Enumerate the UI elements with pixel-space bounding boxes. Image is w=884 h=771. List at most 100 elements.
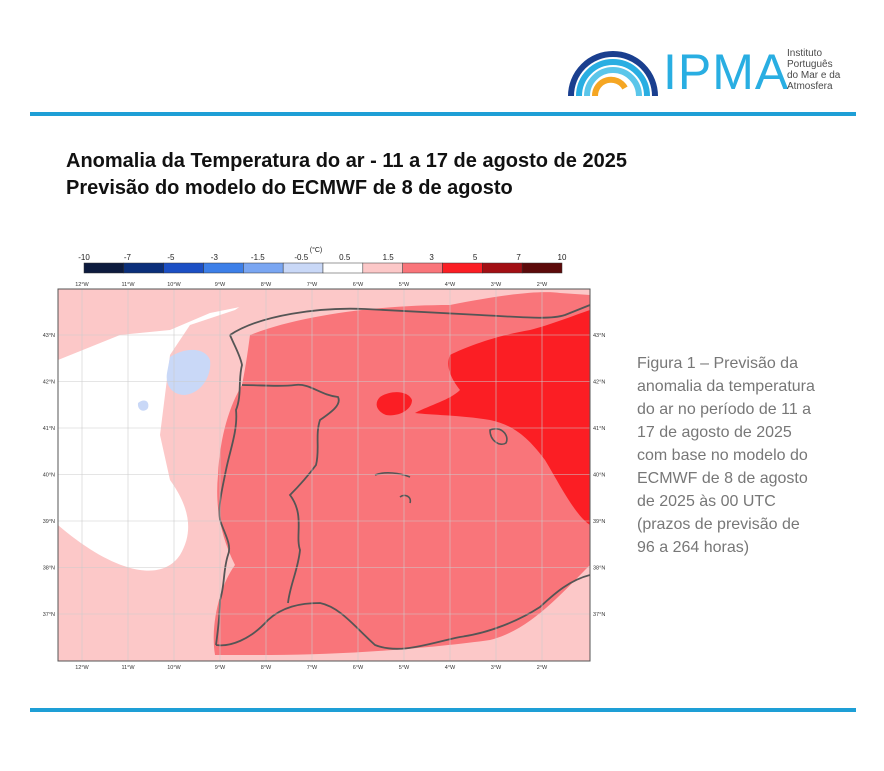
lon-label: 7°W: [307, 665, 318, 670]
logo-wordmark: IPMA: [663, 44, 790, 100]
colorbar-segment: [521, 262, 563, 274]
lon-label: 9°W: [215, 665, 226, 670]
colorbar-segment: [482, 262, 523, 274]
lat-label: 39°N: [593, 519, 605, 525]
colorbar-segment: [442, 262, 483, 274]
map-gridlines: [58, 289, 590, 661]
colorbar-tick-label: -1.5: [251, 253, 265, 262]
colorbar-tick-label: -10: [78, 253, 90, 262]
map-frame: [57, 288, 591, 662]
lon-label: 2°W: [537, 665, 548, 670]
colorbar-segment: [163, 262, 204, 274]
logo-subtitle-line: Atmosfera: [787, 81, 833, 92]
caption-line: 96 a 264 horas): [637, 539, 750, 556]
lat-label: 40°N: [43, 473, 55, 479]
lat-label: 41°N: [593, 426, 605, 432]
anomaly-zone-light-north: [58, 289, 270, 360]
south-coastline: [215, 574, 590, 650]
anomaly-zone-negative-small: [137, 400, 149, 411]
lat-label: 38°N: [593, 566, 605, 572]
colorbar-segment: [203, 262, 244, 274]
lon-label: 8°W: [261, 282, 272, 288]
lon-label: 3°W: [491, 665, 502, 670]
caption-line: anomalia da temperatura: [637, 378, 815, 395]
lon-label: 4°W: [445, 665, 456, 670]
north-coastline: [229, 304, 590, 336]
colorbar-tick-label: 7: [516, 253, 521, 262]
anomaly-zone-strong: [415, 310, 590, 525]
lon-label: 9°W: [215, 282, 226, 288]
lon-label: 11°W: [121, 665, 135, 670]
colorbar-segment: [83, 262, 125, 274]
lon-label: 7°W: [307, 282, 318, 288]
colorbar-segment: [243, 262, 284, 274]
logo-subtitle-line: Instituto: [787, 48, 823, 59]
logo-subtitle-line: Português: [787, 59, 833, 70]
lat-label: 37°N: [593, 612, 605, 618]
lat-label: 41°N: [43, 426, 55, 432]
colorbar-tick-label: 0.5: [339, 253, 351, 262]
lat-label: 42°N: [43, 380, 55, 386]
lon-label: 6°W: [353, 282, 364, 288]
lon-label: 10°W: [167, 665, 181, 670]
colorbar-tick-label: -0.5: [294, 253, 308, 262]
colorbar-tick-label: 10: [558, 253, 567, 262]
west-coastline: [215, 334, 243, 646]
lat-label: 40°N: [593, 473, 605, 479]
bottom-divider: [30, 708, 856, 712]
title-line-2: Previsão do modelo do ECMWF de 8 de agos…: [66, 177, 513, 199]
lon-label: 11°W: [121, 282, 135, 288]
caption-line: Figura 1 – Previsão da: [637, 355, 798, 372]
lon-label: 8°W: [261, 665, 272, 670]
lon-label: 6°W: [353, 665, 364, 670]
lat-labels-right: 43°N 42°N 41°N 40°N 39°N 38°N 37°N: [593, 333, 605, 618]
anomaly-map-figure: -10 -7 -5 -3 -1.5 -0.5 0.5 1.5 3 5 7 10 (°C): [20, 235, 620, 671]
colorbar: -10 -7 -5 -3 -1.5 -0.5 0.5 1.5 3 5 7 10: [78, 253, 567, 274]
figure-caption: Figura 1 – Previsão da anomalia da tempe…: [637, 352, 862, 559]
lon-label: 12°W: [75, 665, 89, 670]
portugal-spain-border: [241, 383, 340, 604]
colorbar-segment: [362, 262, 403, 274]
lat-label: 39°N: [43, 519, 55, 525]
top-divider: [30, 112, 856, 116]
colorbar-tick-label: -7: [124, 253, 132, 262]
page-title: Anomalia da Temperatura do ar - 11 a 17 …: [66, 148, 627, 202]
caption-line: com base no modelo do: [637, 447, 808, 464]
lat-label: 37°N: [43, 612, 55, 618]
colorbar-segment: [282, 262, 324, 274]
lat-label: 43°N: [593, 333, 605, 339]
title-line-1: Anomalia da Temperatura do ar - 11 a 17 …: [66, 150, 627, 172]
lat-labels-left: 43°N 42°N 41°N 40°N 39°N 38°N 37°N: [43, 333, 55, 618]
lon-label: 2°W: [537, 282, 548, 288]
anomaly-zone-negative: [166, 349, 211, 395]
ipma-logo-arcs-icon: [568, 51, 658, 97]
colorbar-tick-label: 1.5: [383, 253, 395, 262]
anomaly-zone-strong-spot: [376, 392, 412, 416]
colorbar-tick-label: 5: [473, 253, 478, 262]
lon-label: 3°W: [491, 282, 502, 288]
lat-label: 43°N: [43, 333, 55, 339]
lon-label: 10°W: [167, 282, 181, 288]
colorbar-segment: [322, 262, 364, 274]
caption-line: de 2025 às 00 UTC: [637, 493, 776, 510]
lon-label: 4°W: [445, 282, 456, 288]
anomaly-map: -10 -7 -5 -3 -1.5 -0.5 0.5 1.5 3 5 7 10 (°C): [43, 246, 606, 671]
inland-water-bodies: [374, 427, 508, 504]
caption-line: (prazos de previsão de: [637, 516, 800, 533]
lon-labels-top: 12°W 11°W 10°W 9°W 8°W 7°W 6°W 5°W 4°W 3°W 2°W: [75, 282, 548, 288]
colorbar-tick-label: -3: [211, 253, 219, 262]
lon-label: 5°W: [399, 282, 410, 288]
colorbar-tick-label: -5: [167, 253, 175, 262]
lon-label: 12°W: [75, 282, 89, 288]
logo-subtitle-line: do Mar e da: [787, 70, 841, 81]
colorbar-tick-label: 3: [429, 253, 434, 262]
logo-subtitle: Instituto Português do Mar e da Atmosfer…: [787, 48, 857, 92]
ipma-logo: IPMA Instituto Português do Mar e da Atm…: [565, 44, 855, 104]
caption-line: do ar no período de 11 a: [637, 401, 812, 418]
colorbar-segment: [402, 262, 443, 274]
caption-line: ECMWF de 8 de agosto: [637, 470, 808, 487]
lat-label: 42°N: [593, 380, 605, 386]
lon-label: 5°W: [399, 665, 410, 670]
colorbar-segment: [123, 262, 164, 274]
caption-line: 17 de agosto de 2025: [637, 424, 792, 441]
